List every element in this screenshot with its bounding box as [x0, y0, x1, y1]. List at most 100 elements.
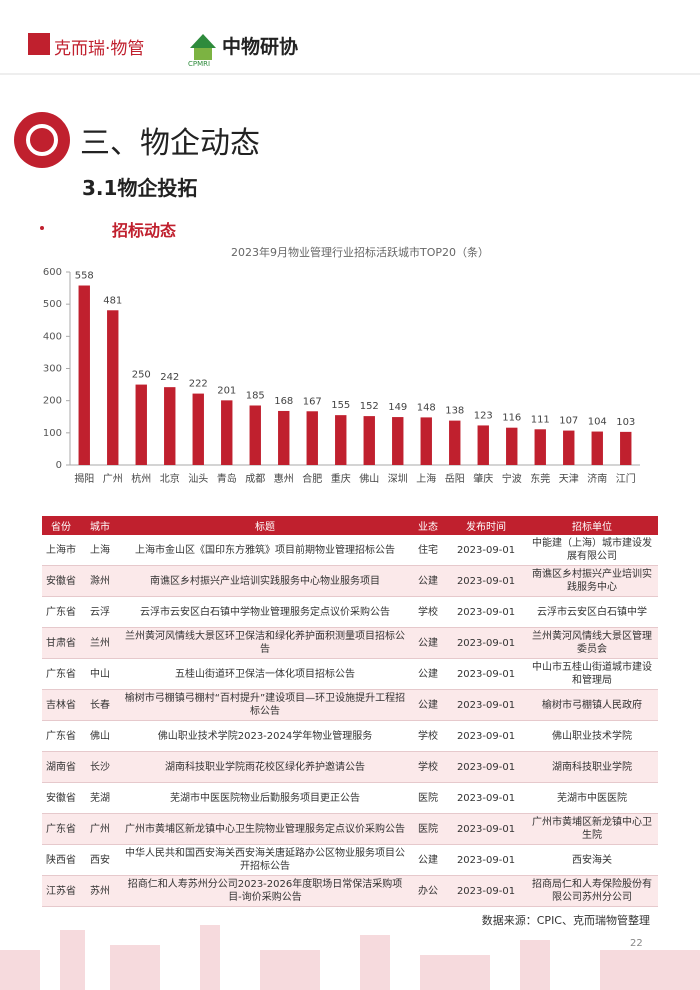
section-icon — [26, 124, 58, 156]
table-cell: 学校 — [410, 751, 446, 783]
table-cell: 江苏省 — [42, 875, 80, 907]
bar — [78, 285, 90, 465]
table-cell: 南谯区乡村振兴产业培训实践服务中心物业服务项目 — [120, 565, 410, 597]
data-label: 167 — [303, 396, 322, 407]
logo-text: 中物研协 — [222, 36, 299, 58]
logo-icon — [190, 34, 216, 48]
table-cell: 上海市金山区《国印东方雅筑》项目前期物业管理招标公告 — [120, 535, 410, 566]
x-tick-label: 广州 — [103, 473, 123, 485]
table-cell: 兰州黄河风情线大景区环卫保洁和绿化养护面积测量项目招标公告 — [120, 627, 410, 659]
tender-table: 省份 城市 标题 业态 发布时间 招标单位 上海市 上海 上海市金山区《国印东方雅筑》项目前期… — [42, 516, 658, 907]
x-tick-label: 佛山 — [359, 472, 379, 485]
skyline — [0, 925, 700, 990]
x-tick-label: 杭州 — [131, 472, 151, 485]
table-cell: 中山 — [80, 658, 120, 690]
data-label: 155 — [331, 400, 350, 411]
x-tick-label: 合肥 — [302, 472, 322, 485]
data-label: 222 — [189, 379, 208, 390]
table-cell: 安徽省 — [42, 782, 80, 814]
data-label: 185 — [246, 390, 265, 401]
x-tick-label: 北京 — [160, 472, 180, 485]
table-cell: 2023-09-01 — [446, 627, 526, 659]
data-label: 148 — [417, 402, 436, 413]
table-cell: 公建 — [410, 689, 446, 721]
bar — [363, 416, 375, 465]
table-cell: 招商仁和人寿苏州分公司2023-2026年度职场日常保洁采购项目-询价采购公告 — [120, 875, 410, 907]
table-cell: 住宅 — [410, 535, 446, 566]
table-cell: 公建 — [410, 627, 446, 659]
data-label: 558 — [75, 271, 94, 282]
x-tick-label: 重庆 — [331, 472, 351, 485]
table-cell: 长春 — [80, 689, 120, 721]
table-cell: 医院 — [410, 813, 446, 845]
bar — [392, 417, 404, 465]
bar — [192, 393, 204, 465]
x-tick-label: 上海 — [416, 472, 436, 485]
table-cell: 办公 — [410, 875, 446, 907]
table-cell: 2023-09-01 — [446, 535, 526, 566]
x-tick-label: 深圳 — [388, 473, 408, 485]
table-cell: 广州 — [80, 813, 120, 845]
bar — [249, 405, 261, 465]
logo-icon — [194, 48, 212, 60]
table-cell: 中能建（上海）城市建设发展有限公司 — [526, 535, 658, 566]
data-label: 104 — [588, 417, 607, 428]
x-tick-label: 岳阳 — [445, 473, 465, 485]
bar — [306, 411, 318, 465]
table-cell: 2023-09-01 — [446, 720, 526, 752]
table-cell: 2023-09-01 — [446, 596, 526, 628]
bar — [221, 400, 233, 465]
table-cell: 兰州黄河风情线大景区管理委员会 — [526, 627, 658, 659]
y-tick-label: 300 — [43, 364, 62, 375]
x-tick-label: 江门 — [616, 472, 636, 485]
table-cell: 广州市黄埔区新龙镇中心卫生院 — [526, 813, 658, 845]
x-tick-label: 汕头 — [188, 473, 208, 485]
table-cell: 芜湖市中医医院 — [526, 782, 658, 814]
table-cell: 云浮市云安区白石镇中学物业管理服务定点议价采购公告 — [120, 596, 410, 628]
column-header: 省份 — [42, 516, 80, 535]
table-row: 安徽省 滁州 南谯区乡村振兴产业培训实践服务中心物业服务项目 公建 2023-09-01… — [42, 565, 658, 597]
table-row: 江苏省 苏州 招商仁和人寿苏州分公司2023-2026年度职场日常保洁采购项目-询价… — [42, 875, 658, 907]
table-cell: 中山市五桂山街道城市建设和管理局 — [526, 658, 658, 690]
x-tick-label: 肇庆 — [473, 472, 493, 485]
bar — [591, 431, 603, 465]
bar — [278, 410, 290, 465]
table-row: 广东省 中山 五桂山街道环卫保洁一体化项目招标公告 公建 2023-09-01 中山市五桂… — [42, 658, 658, 690]
table-row: 甘肃省 兰州 兰州黄河风情线大景区环卫保洁和绿化养护面积测量项目招标公告 公建 2023… — [42, 627, 658, 659]
table-row: 陕西省 西安 中华人民共和国西安海关西安海关唐延路办公区物业服务项目公开招标公告 公建… — [42, 844, 658, 876]
table-cell: 2023-09-01 — [446, 751, 526, 783]
table-cell: 滁州 — [80, 565, 120, 597]
table-cell: 公建 — [410, 565, 446, 597]
x-tick-label: 宁波 — [502, 472, 522, 485]
table-row: 广东省 云浮 云浮市云安区白石镇中学物业管理服务定点议价采购公告 学校 2023-09-… — [42, 596, 658, 628]
column-header: 城市 — [80, 516, 120, 535]
table-cell: 南谯区乡村振兴产业培训实践服务中心 — [526, 565, 658, 597]
table-cell: 学校 — [410, 720, 446, 752]
chart: 2023年9月物业管理行业招标活跃城市TOP20（条） 0 100 200 300 40… — [43, 245, 640, 485]
x-tick-label: 东莞 — [530, 472, 550, 485]
table-cell: 长沙 — [80, 751, 120, 783]
y-tick-label: 600 — [43, 267, 62, 278]
data-label: 123 — [474, 410, 493, 421]
subsection-title: 3.1物企投拓 — [82, 176, 198, 200]
bar — [506, 427, 518, 465]
table-cell: 2023-09-01 — [446, 844, 526, 876]
data-label: 149 — [388, 402, 407, 413]
table-cell: 佛山职业技术学院2023-2024学年物业管理服务 — [120, 720, 410, 752]
table-cell: 医院 — [410, 782, 446, 814]
bar — [534, 429, 546, 465]
table-cell: 佛山职业技术学院 — [526, 720, 658, 752]
table-cell: 广东省 — [42, 720, 80, 752]
table-row: 湖南省 长沙 湖南科技职业学院雨花校区绿化养护邀请公告 学校 2023-09-01 湖南科… — [42, 751, 658, 783]
table-cell: 芜湖 — [80, 782, 120, 814]
table-cell: 湖南科技职业学院 — [526, 751, 658, 783]
bar — [335, 415, 347, 465]
data-label: 107 — [559, 416, 578, 427]
data-label: 103 — [616, 417, 635, 428]
table-cell: 榆树市弓棚镇弓棚村“百村提升”建设项目—环卫设施提升工程招标公告 — [120, 689, 410, 721]
column-header: 发布时间 — [446, 516, 526, 535]
bar — [107, 310, 119, 465]
table-cell: 公建 — [410, 658, 446, 690]
logo-text: 克而瑞·物管 — [54, 39, 145, 59]
